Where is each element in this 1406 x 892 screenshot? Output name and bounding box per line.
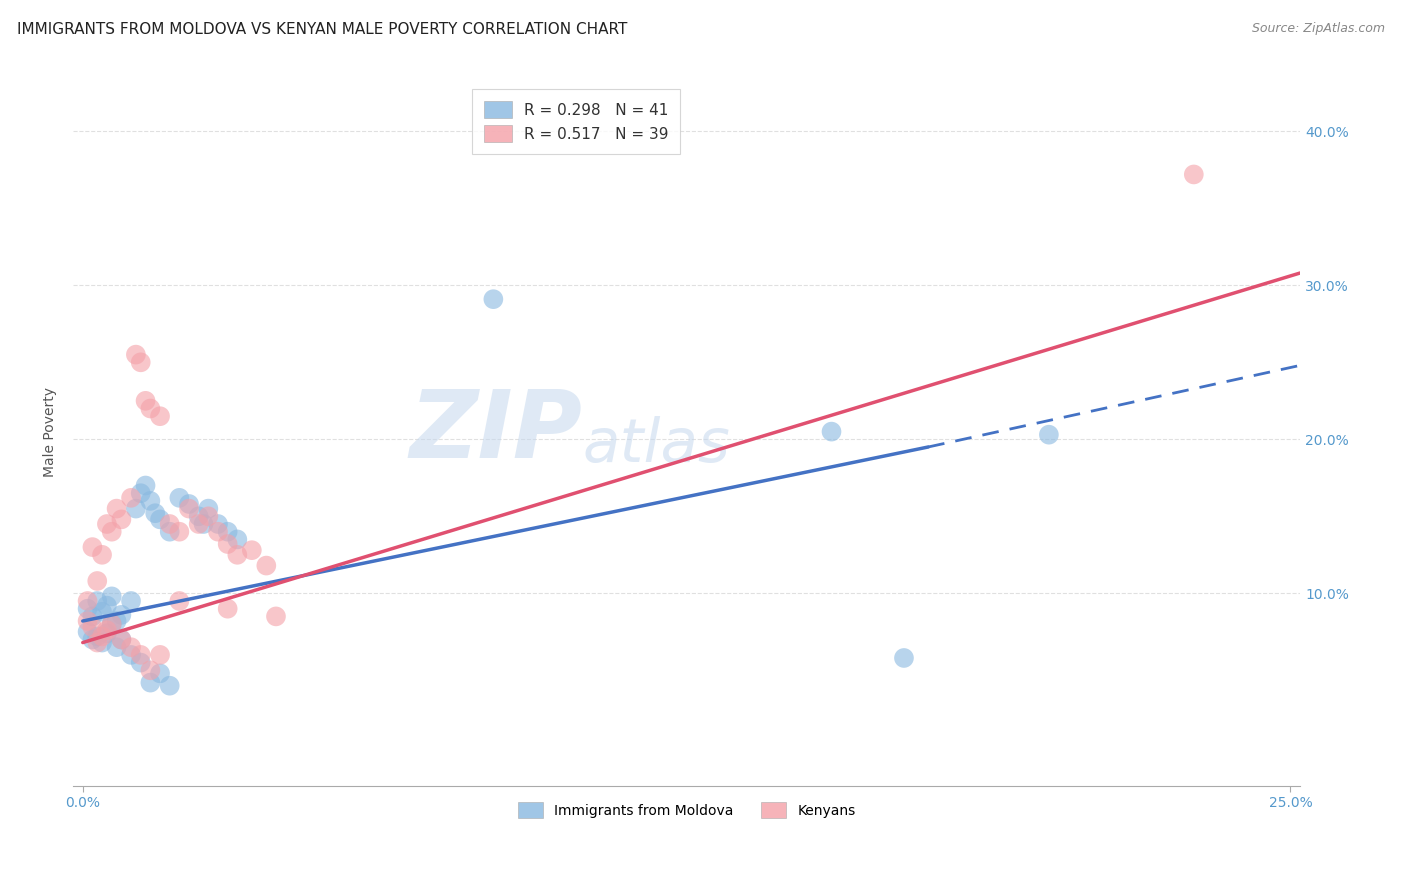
- Point: [100, 524, 122, 539]
- Point: [105, 640, 128, 655]
- Text: ZIP: ZIP: [409, 385, 582, 477]
- Point: [100, 617, 122, 632]
- Point: [76, 601, 98, 615]
- Point: [217, 524, 239, 539]
- Point: [120, 491, 142, 505]
- Point: [893, 651, 915, 665]
- Point: [1182, 168, 1205, 182]
- Point: [159, 524, 181, 539]
- Y-axis label: Male Poverty: Male Poverty: [44, 386, 58, 476]
- Point: [820, 425, 842, 439]
- Point: [76, 624, 98, 639]
- Point: [125, 501, 148, 516]
- Point: [169, 594, 191, 608]
- Point: [76, 594, 98, 608]
- Point: [139, 663, 162, 677]
- Point: [110, 632, 132, 647]
- Point: [96, 626, 118, 640]
- Point: [264, 609, 287, 624]
- Point: [143, 506, 166, 520]
- Point: [82, 632, 104, 647]
- Point: [135, 478, 157, 492]
- Point: [187, 516, 209, 531]
- Point: [1038, 427, 1060, 442]
- Point: [149, 666, 172, 681]
- Point: [129, 486, 152, 500]
- Point: [254, 558, 277, 573]
- Point: [110, 607, 132, 622]
- Point: [159, 516, 181, 531]
- Point: [169, 524, 191, 539]
- Point: [110, 632, 132, 647]
- Point: [96, 624, 118, 638]
- Point: [226, 533, 249, 547]
- Point: [217, 601, 239, 615]
- Point: [86, 635, 108, 649]
- Point: [193, 516, 215, 531]
- Point: [120, 594, 142, 608]
- Point: [139, 675, 162, 690]
- Point: [207, 524, 229, 539]
- Point: [91, 548, 114, 562]
- Point: [169, 491, 191, 505]
- Point: [139, 401, 162, 416]
- Point: [197, 509, 219, 524]
- Point: [110, 512, 132, 526]
- Point: [91, 605, 114, 619]
- Point: [226, 548, 249, 562]
- Point: [105, 501, 128, 516]
- Point: [149, 409, 172, 424]
- Point: [187, 509, 209, 524]
- Point: [129, 648, 152, 662]
- Point: [217, 537, 239, 551]
- Point: [135, 393, 157, 408]
- Point: [149, 512, 172, 526]
- Point: [86, 629, 108, 643]
- Point: [86, 594, 108, 608]
- Point: [76, 614, 98, 628]
- Point: [82, 540, 104, 554]
- Point: [100, 617, 122, 632]
- Point: [82, 620, 104, 634]
- Point: [125, 348, 148, 362]
- Point: [139, 494, 162, 508]
- Point: [91, 635, 114, 649]
- Point: [96, 599, 118, 613]
- Point: [82, 609, 104, 624]
- Point: [120, 640, 142, 655]
- Point: [129, 656, 152, 670]
- Point: [91, 629, 114, 643]
- Point: [207, 516, 229, 531]
- Point: [240, 543, 263, 558]
- Text: IMMIGRANTS FROM MOLDOVA VS KENYAN MALE POVERTY CORRELATION CHART: IMMIGRANTS FROM MOLDOVA VS KENYAN MALE P…: [17, 22, 627, 37]
- Point: [149, 648, 172, 662]
- Point: [105, 614, 128, 628]
- Text: Source: ZipAtlas.com: Source: ZipAtlas.com: [1251, 22, 1385, 36]
- Point: [177, 497, 200, 511]
- Point: [100, 590, 122, 604]
- Point: [96, 516, 118, 531]
- Text: atlas: atlas: [582, 417, 730, 475]
- Point: [129, 355, 152, 369]
- Point: [86, 574, 108, 588]
- Point: [197, 501, 219, 516]
- Legend: Immigrants from Moldova, Kenyans: Immigrants from Moldova, Kenyans: [510, 795, 862, 825]
- Point: [177, 501, 200, 516]
- Point: [482, 292, 505, 306]
- Point: [120, 648, 142, 662]
- Point: [159, 679, 181, 693]
